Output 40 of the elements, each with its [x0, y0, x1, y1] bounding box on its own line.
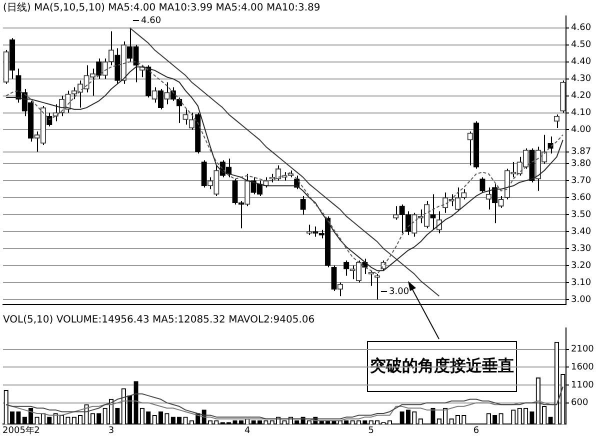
candlestick [182, 108, 188, 126]
candlestick [300, 195, 306, 216]
candlestick [480, 176, 486, 194]
y-tick-label: 600 [571, 398, 588, 408]
y-tick-label: 4.50 [571, 40, 592, 50]
y-tick-label: 4.10 [571, 108, 592, 118]
candlestick [96, 58, 102, 80]
y-tick-label: 3.00 [571, 294, 592, 305]
y-tick-label: 3.87 [571, 147, 592, 158]
y-tick-label: 3.10 [571, 278, 592, 288]
y-tick-label: 3.20 [571, 260, 592, 271]
candlestick [158, 88, 164, 110]
x-tick-label: 5 [368, 426, 374, 436]
x-tick-label: 4 [244, 426, 251, 436]
y-tick-label: 3.40 [571, 226, 592, 237]
y-tick-label: 3.30 [571, 244, 592, 254]
y-tick-label: 4.60 [571, 23, 592, 34]
y-tick-label: 1100 [571, 380, 594, 390]
y-tick-label: 3.60 [571, 192, 592, 203]
y-tick-label: 3.70 [571, 176, 592, 186]
x-tick-label: 2005年 [2, 424, 34, 436]
x-tick-label: 2 [34, 426, 40, 436]
chart-title: (日线) MA(5,10,5,10) MA5:4.00 MA10:3.99 MA5:4.00 MA10:3.89 [3, 2, 320, 14]
candlestick [430, 194, 436, 230]
y-tick-label: 3.50 [571, 210, 592, 220]
y-tick-label: 4.40 [571, 57, 592, 68]
y-tick-label: 4.20 [571, 91, 592, 102]
y-tick-label: 4.00 [571, 125, 592, 136]
candlestick [344, 260, 350, 276]
annotation: 3.00 [381, 287, 410, 297]
y-tick-label: 2100 [571, 344, 594, 355]
y-tick-label: 1600 [571, 362, 594, 373]
x-tick-label: 3 [108, 426, 114, 436]
candlestick [201, 160, 207, 188]
y-tick-label: 3.80 [571, 159, 592, 170]
candlestick [331, 265, 337, 292]
annotation: 4.60 [133, 16, 162, 26]
chart-title: VOL(5,10) VOLUME:14956.43 MA5:12085.32 MAVOL2:9405.06 [3, 314, 315, 326]
x-tick-label: 6 [473, 426, 480, 436]
y-tick-label: 4.30 [571, 74, 592, 84]
